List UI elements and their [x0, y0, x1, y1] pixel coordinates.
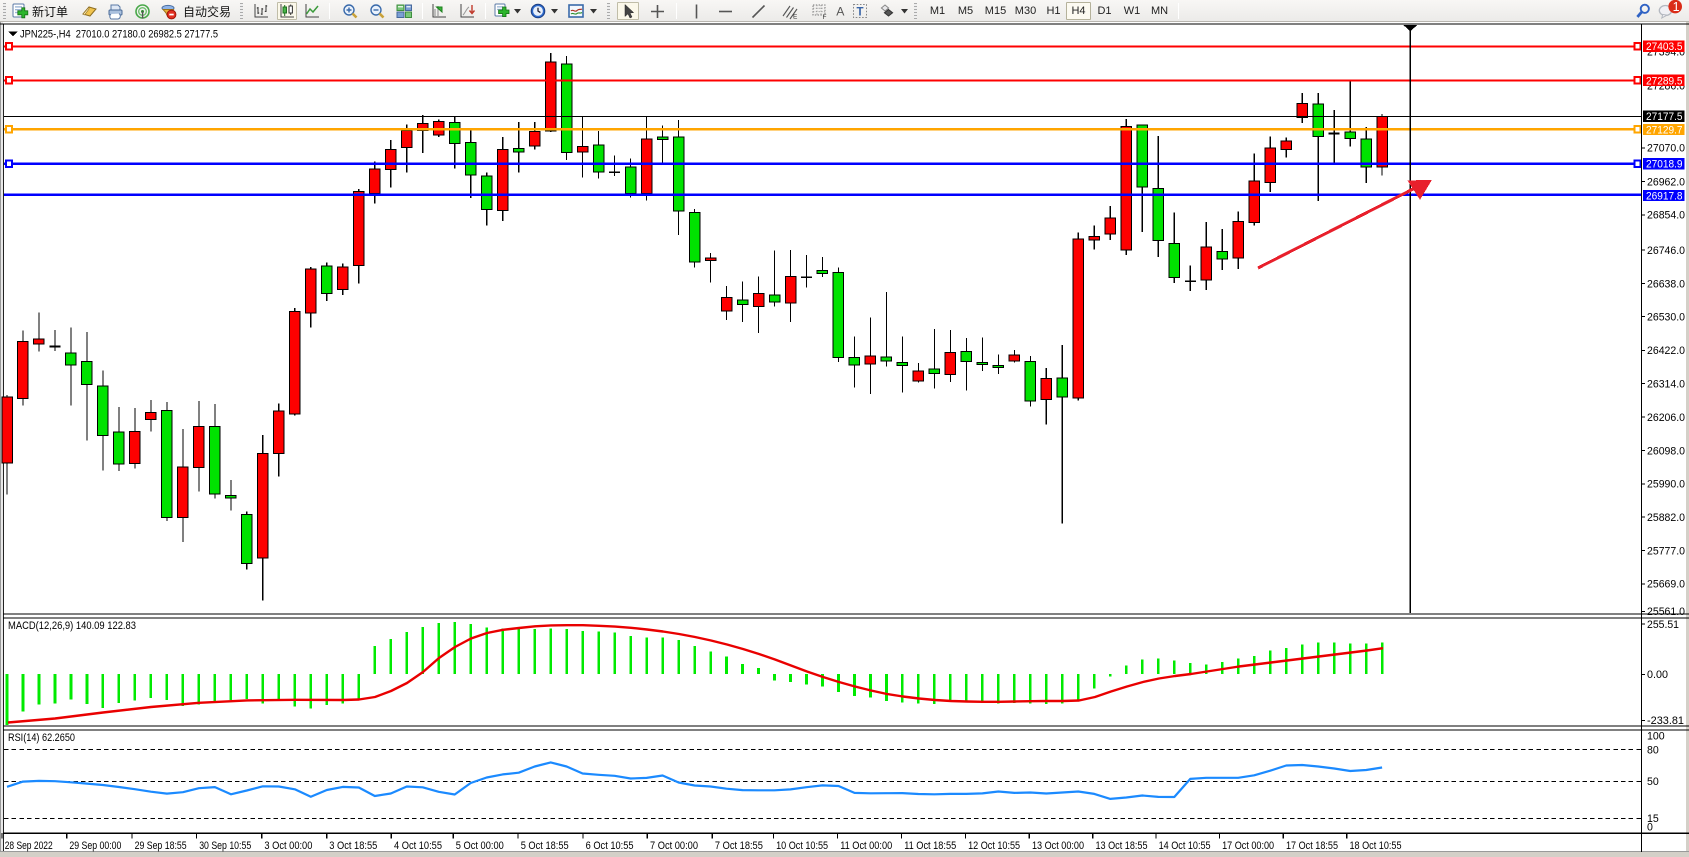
svg-text:26314.0: 26314.0	[1647, 378, 1685, 390]
svg-text:27403.5: 27403.5	[1646, 41, 1683, 53]
svg-text:27129.7: 27129.7	[1646, 124, 1683, 136]
svg-text:25669.0: 25669.0	[1647, 579, 1685, 591]
svg-text:26422.0: 26422.0	[1647, 345, 1685, 357]
svg-text:26854.0: 26854.0	[1647, 210, 1685, 222]
svg-text:0.00: 0.00	[1647, 669, 1668, 681]
svg-text:4 Oct 10:55: 4 Oct 10:55	[394, 840, 442, 852]
svg-text:RSI(14) 62.2650: RSI(14) 62.2650	[8, 732, 75, 744]
svg-text:7 Oct 18:55: 7 Oct 18:55	[715, 840, 763, 852]
svg-text:10 Oct 10:55: 10 Oct 10:55	[776, 840, 828, 852]
svg-text:F: F	[822, 14, 826, 20]
svg-text:30 Sep 10:55: 30 Sep 10:55	[199, 840, 251, 852]
svg-text:25777.0: 25777.0	[1647, 545, 1685, 557]
svg-text:5 Oct 00:00: 5 Oct 00:00	[456, 840, 504, 852]
svg-text:17 Oct 18:55: 17 Oct 18:55	[1286, 840, 1338, 852]
svg-text:27289.5: 27289.5	[1646, 75, 1683, 87]
svg-text:JPN225-,H4 27010.0 27180.0 26: JPN225-,H4 27010.0 27180.0 26982.5 27177…	[20, 29, 218, 41]
svg-text:MACD(12,26,9) 140.09 122.83: MACD(12,26,9) 140.09 122.83	[8, 620, 136, 632]
svg-text:1: 1	[1673, 0, 1680, 14]
svg-text:29 Sep 18:55: 29 Sep 18:55	[135, 840, 187, 852]
svg-text:100: 100	[1647, 731, 1665, 743]
svg-text:25882.0: 25882.0	[1647, 512, 1685, 524]
svg-text:27177.5: 27177.5	[1646, 111, 1683, 123]
svg-text:3 Oct 18:55: 3 Oct 18:55	[329, 840, 377, 852]
svg-text:7 Oct 00:00: 7 Oct 00:00	[650, 840, 698, 852]
svg-text:15: 15	[1647, 813, 1659, 825]
svg-text:T: T	[856, 6, 863, 18]
svg-text:-233.81: -233.81	[1647, 715, 1684, 727]
svg-text:26098.0: 26098.0	[1647, 446, 1685, 458]
svg-text:29 Sep 00:00: 29 Sep 00:00	[69, 840, 121, 852]
svg-text:26206.0: 26206.0	[1647, 412, 1685, 424]
svg-text:26917.8: 26917.8	[1646, 190, 1683, 202]
svg-text:13 Oct 18:55: 13 Oct 18:55	[1096, 840, 1148, 852]
svg-text:11 Oct 00:00: 11 Oct 00:00	[840, 840, 892, 852]
svg-text:26638.0: 26638.0	[1647, 278, 1685, 290]
svg-text:0: 0	[1647, 821, 1653, 833]
svg-text:25561.0: 25561.0	[1647, 606, 1685, 618]
svg-text:26962.0: 26962.0	[1647, 176, 1685, 188]
svg-text:6 Oct 10:55: 6 Oct 10:55	[586, 840, 634, 852]
svg-text:28 Sep 2022: 28 Sep 2022	[5, 840, 53, 852]
svg-text:50: 50	[1647, 776, 1659, 788]
svg-text:3 Oct 00:00: 3 Oct 00:00	[264, 840, 312, 852]
svg-text:18 Oct 10:55: 18 Oct 10:55	[1350, 840, 1402, 852]
svg-text:26530.0: 26530.0	[1647, 312, 1685, 324]
svg-text:E: E	[793, 13, 798, 20]
svg-text:14 Oct 10:55: 14 Oct 10:55	[1159, 840, 1211, 852]
svg-text:255.51: 255.51	[1647, 619, 1679, 631]
svg-text:A: A	[836, 4, 845, 18]
svg-text:80: 80	[1647, 745, 1659, 757]
svg-text:26746.0: 26746.0	[1647, 245, 1685, 257]
svg-text:25990.0: 25990.0	[1647, 479, 1685, 491]
svg-text:11 Oct 18:55: 11 Oct 18:55	[904, 840, 956, 852]
svg-text:27070.0: 27070.0	[1647, 143, 1685, 155]
svg-text:17 Oct 00:00: 17 Oct 00:00	[1222, 840, 1274, 852]
svg-text:27018.9: 27018.9	[1646, 159, 1683, 171]
svg-text:5 Oct 18:55: 5 Oct 18:55	[521, 840, 569, 852]
svg-text:12 Oct 10:55: 12 Oct 10:55	[968, 840, 1020, 852]
svg-text:13 Oct 00:00: 13 Oct 00:00	[1032, 840, 1084, 852]
